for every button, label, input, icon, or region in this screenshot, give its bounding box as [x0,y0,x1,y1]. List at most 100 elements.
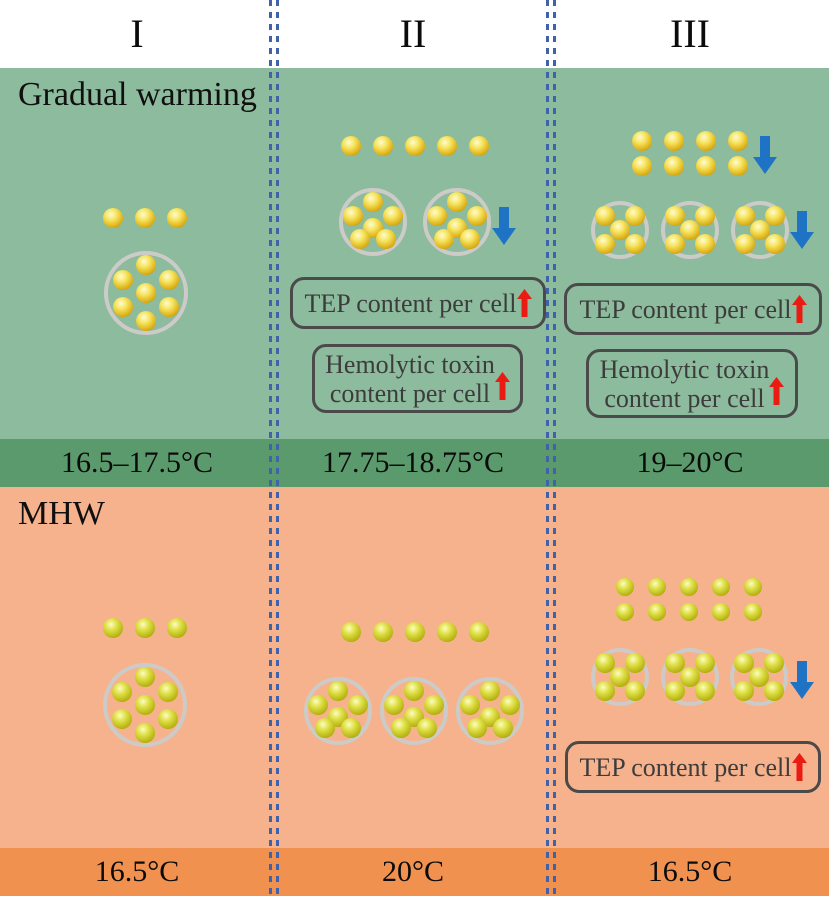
colony-cell [434,229,454,249]
colony-cell [467,206,487,226]
free-cell [405,622,425,642]
colony-cell [493,718,513,738]
colony-circle [591,201,649,259]
colony-circle [591,648,649,706]
colony-cell [467,718,487,738]
free-cell [680,578,698,596]
colony-circle [104,251,188,335]
gradual-warming-temperature-band: 16.5–17.5°C 17.75–18.75°C 19–20°C [0,439,829,487]
colony-cell [113,297,133,317]
temperature-label-mhw-2: 20°C [381,855,444,888]
colony-cell [158,709,178,729]
colony-cell [625,234,645,254]
column-label-3: III [670,11,710,56]
colony-cell [460,229,480,249]
free-cell [696,156,716,176]
colony-cell [315,718,335,738]
colony-cell [595,206,615,226]
mhw-title: MHW [18,495,105,532]
hemolytic-toxin-label: Hemolytic toxin content per cell [599,354,770,413]
colony-circle [731,201,789,259]
down-arrow-icon [492,207,516,250]
free-cell [437,136,457,156]
free-cell [696,131,716,151]
colony-cell [765,234,785,254]
colony-cell [750,220,770,240]
colony-cell [734,681,754,701]
free-cell [648,603,666,621]
colony-cell [343,206,363,226]
free-cell [616,603,634,621]
colony-cell [112,682,132,702]
colony-cell [427,206,447,226]
colony-cell [625,681,645,701]
colony-cell [765,206,785,226]
tep-content-label: TEP content per cell [304,288,517,318]
temperature-label-gw-2: 17.75–18.75°C [321,446,504,479]
colony-cell [376,229,396,249]
free-cell [728,131,748,151]
free-cell [167,618,187,638]
column-divider-line-1 [269,0,279,896]
column-label-2: II [399,11,427,56]
free-cell [648,578,666,596]
colony-cell [384,695,404,715]
colony-circle [339,188,407,256]
free-cell [616,578,634,596]
colony-cell [625,206,645,226]
colony-cell [135,723,155,743]
colony-circle [730,648,788,706]
colony-cell [404,681,424,701]
colony-cell [665,653,685,673]
hemolytic-toxin-label: Hemolytic toxin content per cell [325,349,495,408]
free-cell [103,208,123,228]
colony-cell [348,695,368,715]
colony-cell [764,681,784,701]
colony-cell [341,718,361,738]
colony-cell [480,681,500,701]
free-cell [744,603,762,621]
colony-cell [749,667,769,687]
up-arrow-icon [494,371,510,400]
colony-cell [764,653,784,673]
colony-cell [136,311,156,331]
colony-cell [113,270,133,290]
colony-cell [383,206,403,226]
temperature-label-gw-1: 16.5–17.5°C [60,446,213,479]
colony-cell [680,667,700,687]
up-arrow-icon [769,376,785,405]
up-arrow-icon [791,295,807,323]
free-cell [373,136,393,156]
header-band [0,0,829,68]
free-cell [341,136,361,156]
colony-cell [308,695,328,715]
colony-cell [735,206,755,226]
free-cell [437,622,457,642]
colony-cell [447,192,467,212]
colony-cell [500,695,520,715]
colony-cell [460,695,480,715]
hemolytic-toxin-box-gw3: Hemolytic toxin content per cell [586,349,798,418]
hemolytic-toxin-box-gw2: Hemolytic toxin content per cell [312,344,523,413]
colony-circle [304,677,372,745]
colony-cell [680,220,700,240]
free-cell [728,156,748,176]
tep-content-label: TEP content per cell [579,752,792,782]
tep-content-box-gw3: TEP content per cell [564,283,822,335]
tep-content-box-mhw3: TEP content per cell [565,741,821,793]
up-arrow-icon [516,289,532,317]
colony-cell [665,234,685,254]
column-divider-line-2 [546,0,556,896]
free-cell [341,622,361,642]
free-cell [632,131,652,151]
colony-cell [595,234,615,254]
free-cell [712,603,730,621]
colony-circle [380,677,448,745]
colony-cell [135,667,155,687]
free-cell [135,618,155,638]
colony-cell [135,695,155,715]
free-cell [373,622,393,642]
colony-circle [103,663,187,747]
free-cell [744,578,762,596]
